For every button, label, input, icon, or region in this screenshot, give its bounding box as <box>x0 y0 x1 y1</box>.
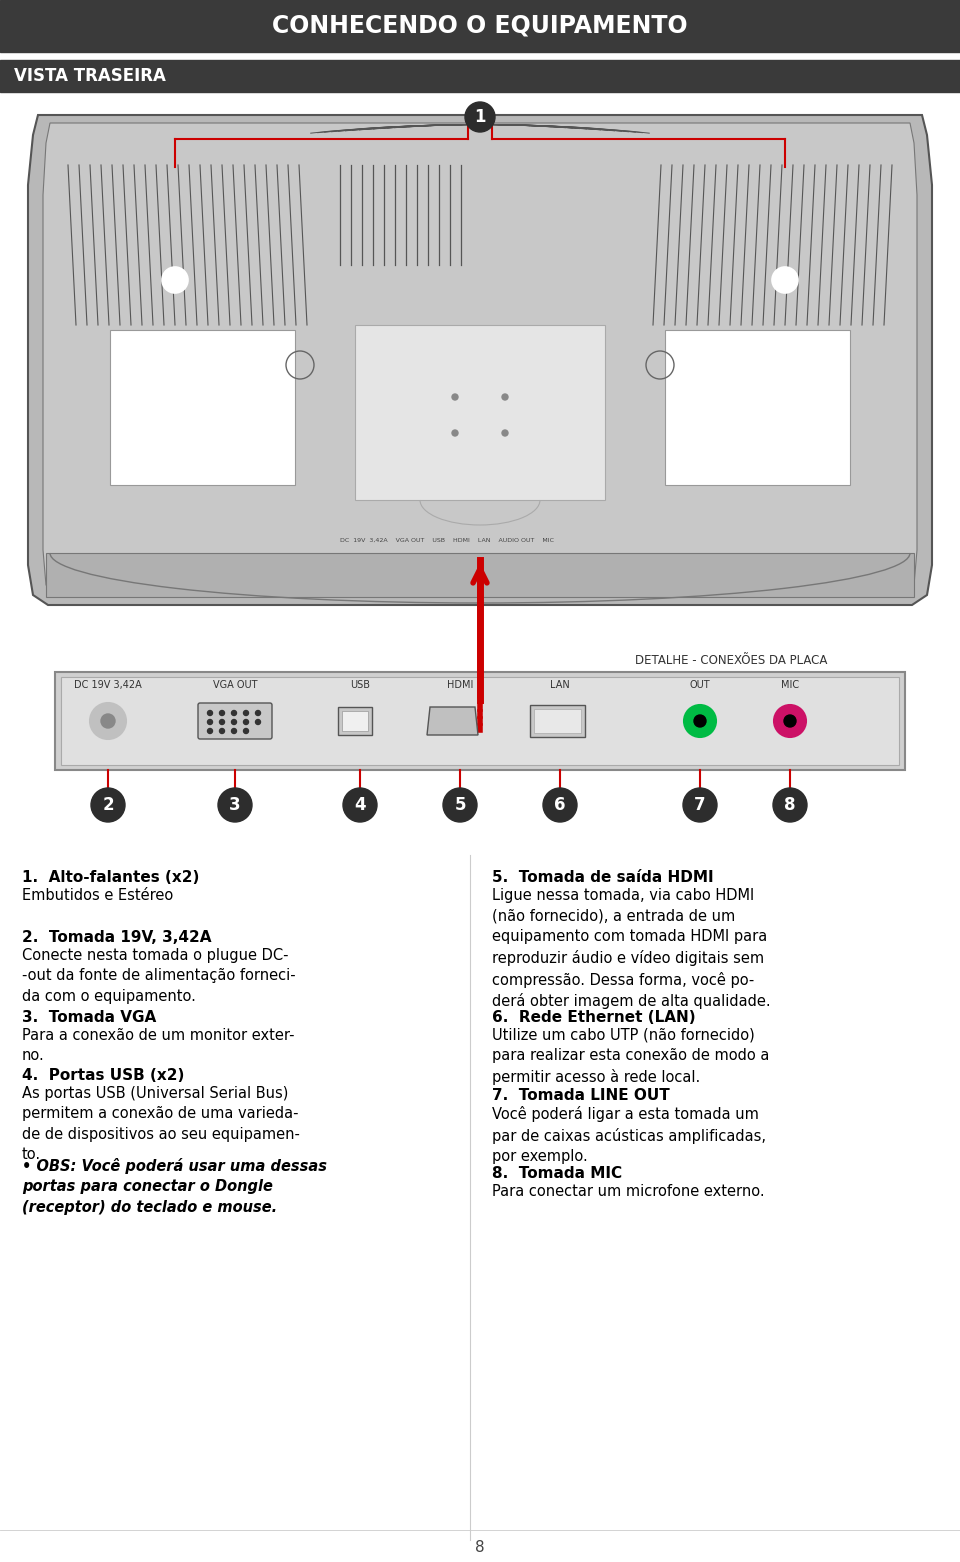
Circle shape <box>255 711 260 715</box>
FancyBboxPatch shape <box>198 703 272 739</box>
Text: VGA OUT: VGA OUT <box>213 679 257 690</box>
Text: 4.  Portas USB (x2): 4. Portas USB (x2) <box>22 1068 184 1082</box>
Text: Embutidos e Estéreo: Embutidos e Estéreo <box>22 889 173 903</box>
Text: Ligue nessa tomada, via cabo HDMI
(não fornecido), a entrada de um
equipamento c: Ligue nessa tomada, via cabo HDMI (não f… <box>492 889 771 1009</box>
Circle shape <box>773 787 807 822</box>
Text: 6.  Rede Ethernet (LAN): 6. Rede Ethernet (LAN) <box>492 1011 696 1025</box>
Circle shape <box>207 711 212 715</box>
Text: OUT: OUT <box>689 679 710 690</box>
Circle shape <box>244 728 249 734</box>
Circle shape <box>231 728 236 734</box>
Bar <box>665 330 850 484</box>
Circle shape <box>90 703 126 739</box>
Text: • OBS: Você poderá usar uma dessas
portas para conectar o Dongle
(receptor) do t: • OBS: Você poderá usar uma dessas porta… <box>22 1157 327 1215</box>
Circle shape <box>784 715 796 726</box>
Bar <box>338 708 372 736</box>
Bar <box>0 59 960 92</box>
Text: 2: 2 <box>102 797 114 814</box>
Text: Você poderá ligar a esta tomada um
par de caixas acústicas amplificadas,
por exe: Você poderá ligar a esta tomada um par d… <box>492 1106 766 1164</box>
Text: 2.  Tomada 19V, 3,42A: 2. Tomada 19V, 3,42A <box>22 929 211 945</box>
Circle shape <box>220 720 225 725</box>
Circle shape <box>218 787 252 822</box>
Text: As portas USB (Universal Serial Bus)
permitem a conexão de uma varieda-
de de di: As portas USB (Universal Serial Bus) per… <box>22 1086 300 1162</box>
Circle shape <box>772 267 798 294</box>
Text: 6: 6 <box>554 797 565 814</box>
Text: Para conectar um microfone externo.: Para conectar um microfone externo. <box>492 1184 764 1200</box>
Polygon shape <box>427 708 478 736</box>
Text: VISTA TRASEIRA: VISTA TRASEIRA <box>14 67 166 84</box>
Text: MIC: MIC <box>780 679 799 690</box>
Circle shape <box>220 728 225 734</box>
Circle shape <box>207 720 212 725</box>
Circle shape <box>774 704 806 737</box>
Circle shape <box>220 711 225 715</box>
Text: 7: 7 <box>694 797 706 814</box>
Text: 8: 8 <box>784 797 796 814</box>
Bar <box>355 325 605 500</box>
Bar <box>530 704 585 737</box>
Circle shape <box>231 720 236 725</box>
Text: 8: 8 <box>475 1540 485 1556</box>
Text: Utilize um cabo UTP (não fornecido)
para realizar esta conexão de modo a
permiti: Utilize um cabo UTP (não fornecido) para… <box>492 1028 769 1086</box>
Text: 8.  Tomada MIC: 8. Tomada MIC <box>492 1165 622 1181</box>
Text: 1: 1 <box>474 108 486 127</box>
Text: LAN: LAN <box>550 679 570 690</box>
Circle shape <box>684 704 716 737</box>
Text: 3: 3 <box>229 797 241 814</box>
Bar <box>61 676 899 765</box>
Circle shape <box>91 787 125 822</box>
Text: DC 19V 3,42A: DC 19V 3,42A <box>74 679 142 690</box>
Circle shape <box>452 430 458 436</box>
Circle shape <box>207 728 212 734</box>
Polygon shape <box>46 553 914 597</box>
Bar <box>342 711 368 731</box>
Circle shape <box>255 720 260 725</box>
Bar <box>55 672 905 770</box>
Text: 5.  Tomada de saída HDMI: 5. Tomada de saída HDMI <box>492 870 713 886</box>
Text: USB: USB <box>350 679 370 690</box>
Circle shape <box>543 787 577 822</box>
Text: CONHECENDO O EQUIPAMENTO: CONHECENDO O EQUIPAMENTO <box>273 14 687 37</box>
Circle shape <box>683 787 717 822</box>
Text: 7.  Tomada LINE OUT: 7. Tomada LINE OUT <box>492 1089 670 1103</box>
Bar <box>0 0 960 52</box>
Text: Conecte nesta tomada o plugue DC-
-out da fonte de alimentação forneci-
da com o: Conecte nesta tomada o plugue DC- -out d… <box>22 948 296 1004</box>
Circle shape <box>452 394 458 400</box>
Text: 4: 4 <box>354 797 366 814</box>
Circle shape <box>694 715 706 726</box>
Circle shape <box>443 787 477 822</box>
Text: 1.  Alto-falantes (x2): 1. Alto-falantes (x2) <box>22 870 200 886</box>
Text: HDMI: HDMI <box>446 679 473 690</box>
Circle shape <box>162 267 188 294</box>
Text: DC  19V  3,42A    VGA OUT    USB    HDMI    LAN    AUDIO OUT    MIC: DC 19V 3,42A VGA OUT USB HDMI LAN AUDIO … <box>340 537 554 542</box>
Circle shape <box>343 787 377 822</box>
Text: 3.  Tomada VGA: 3. Tomada VGA <box>22 1011 156 1025</box>
Bar <box>534 709 581 733</box>
Circle shape <box>502 394 508 400</box>
Bar <box>110 330 295 484</box>
Text: Para a conexão de um monitor exter-
no.: Para a conexão de um monitor exter- no. <box>22 1028 295 1064</box>
Circle shape <box>231 711 236 715</box>
Circle shape <box>101 714 115 728</box>
Text: DETALHE - CONEXÕES DA PLACA: DETALHE - CONEXÕES DA PLACA <box>635 653 828 667</box>
Text: 5: 5 <box>454 797 466 814</box>
Circle shape <box>465 102 495 133</box>
Circle shape <box>244 711 249 715</box>
Polygon shape <box>28 116 932 604</box>
Circle shape <box>244 720 249 725</box>
Polygon shape <box>43 123 917 597</box>
Circle shape <box>502 430 508 436</box>
